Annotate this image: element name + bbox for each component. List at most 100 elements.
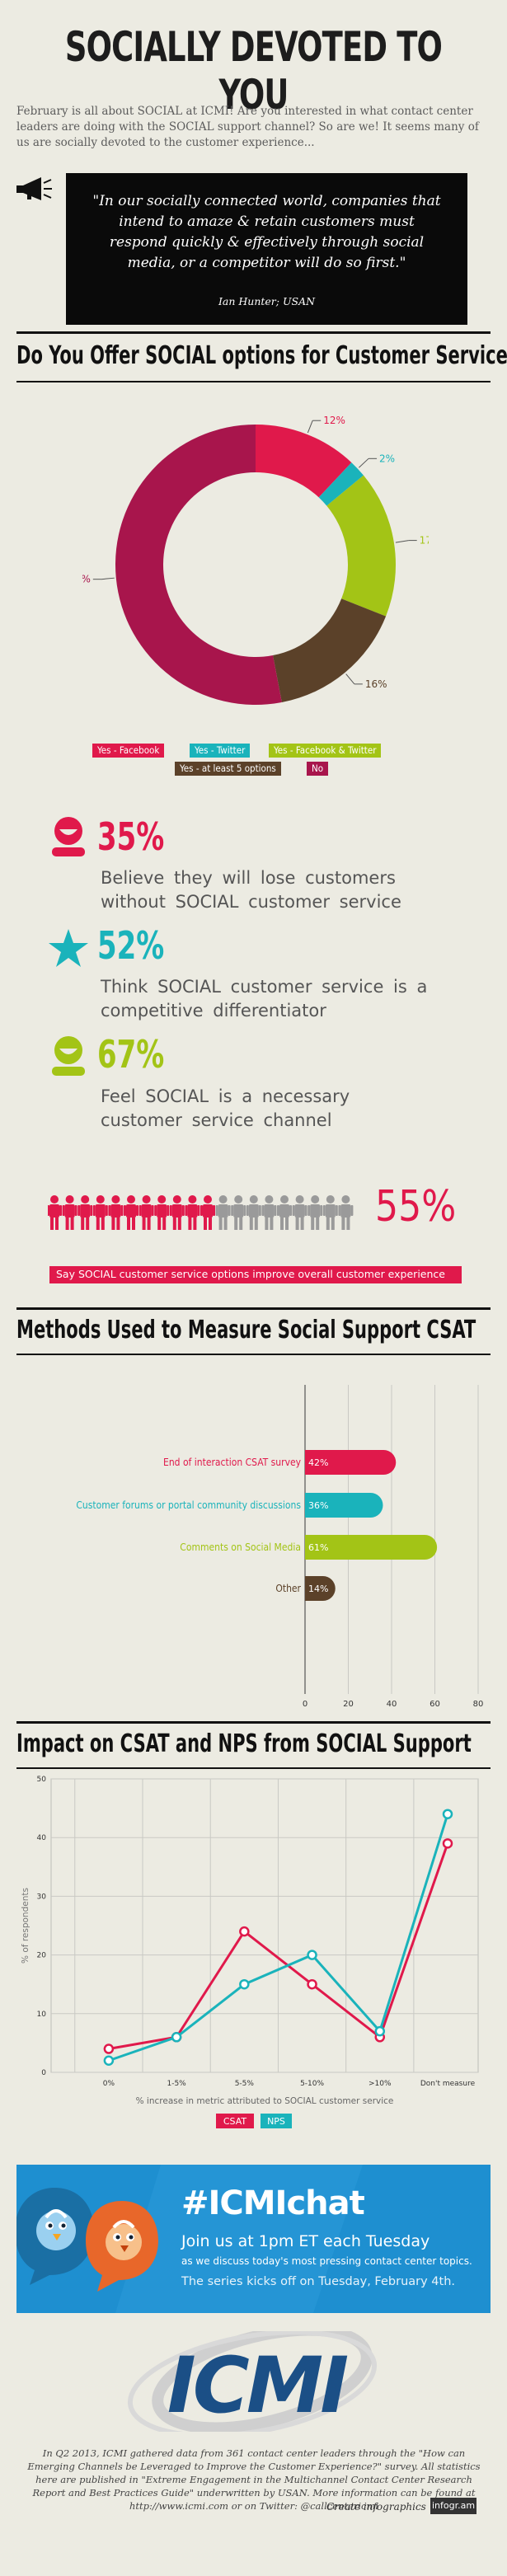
stat-67-value: 67% — [97, 1032, 165, 1077]
legend-yes-facebook-twitter: Yes - Facebook & Twitter — [269, 744, 382, 758]
line-legend-label-0: CSAT — [223, 2116, 247, 2127]
stat-52-line2: competitive differentiator — [101, 1001, 326, 1021]
line-x-tick-2: 5-5% — [235, 2080, 255, 2088]
csat-tick-label-3: 60 — [430, 1700, 440, 1706]
csat-nps-line-chart: 0 10 20 30 40 50 0% 1-5% 5-5% 5-10% >10% Don't meas… — [21, 1776, 479, 2128]
section-divider-bottom — [16, 1767, 491, 1769]
donut-slice-4 — [115, 425, 282, 705]
person-icon — [52, 1036, 85, 1076]
section-title-social-options: Do You Offer SOCIAL options for Customer… — [16, 341, 507, 370]
icmi-logo — [127, 2331, 378, 2432]
donut-leader-1 — [359, 457, 369, 468]
donut-label-1: 2% — [379, 453, 395, 464]
person-figure-6 — [138, 1195, 154, 1230]
person-figure-5 — [124, 1195, 138, 1230]
people-stat-value: 55% — [375, 1182, 457, 1232]
donut-leader-4 — [101, 577, 115, 580]
person-figure-12 — [231, 1195, 246, 1230]
person-figure-4 — [108, 1195, 124, 1230]
line-x-tick-4: >10% — [369, 2080, 392, 2088]
icmi-chat-banner[interactable]: #ICMIchat Join us at 1pm ET each Tuesday… — [16, 2165, 491, 2313]
stat-67-line1: Feel SOCIAL is a necessary — [101, 1086, 350, 1106]
footer-source-text: In Q2 2013, ICMI gathered data from 361 … — [27, 2447, 481, 2512]
person-figure-13 — [246, 1195, 261, 1230]
line-legend-swatch-0 — [216, 2114, 254, 2128]
person-figure-16 — [292, 1195, 307, 1230]
section-title-csat-nps: Impact on CSAT and NPS from SOCIAL Suppo… — [16, 1729, 472, 1758]
line-y-axis-label: % of respondents — [21, 1888, 31, 1964]
line-series-nps — [108, 1814, 449, 2062]
chat-line2: as we discuss today's most pressing cont… — [181, 2255, 472, 2267]
donut-slice-0 — [256, 425, 352, 498]
donut-leader-0 — [307, 420, 313, 434]
line-y-tick-3: 30 — [37, 1893, 47, 1901]
person-figure-14 — [261, 1195, 277, 1230]
line-point-csat-3 — [307, 1978, 317, 1990]
donut-label-4: 53% — [82, 574, 91, 585]
person-figure-10 — [200, 1195, 215, 1230]
section-title-csat-methods: Methods Used to Measure Social Support C… — [16, 1316, 476, 1344]
donut-leader-3 — [345, 673, 355, 685]
donut-label-2: 17% — [420, 535, 429, 547]
line-x-axis-label: % increase in metric attributed to SOCIA… — [136, 2096, 394, 2106]
line-x-tick-1: 1-5% — [167, 2080, 186, 2088]
csat-category-label-3: Other — [275, 1583, 301, 1594]
csat-bar-2 — [305, 1535, 438, 1560]
chat-line3: The series kicks off on Tuesday, Februar… — [181, 2275, 456, 2288]
donut-slice-2 — [326, 475, 396, 617]
person-figure-15 — [277, 1195, 292, 1230]
person-figure-8 — [169, 1195, 185, 1230]
donut-legend: Yes - Facebook Yes - Twitter Yes - Faceb… — [92, 744, 439, 781]
line-series-csat — [108, 1842, 449, 2050]
line-x-tick-0: 0% — [103, 2080, 115, 2088]
orange-bird-bubble-icon — [86, 2201, 158, 2292]
line-point-nps-5 — [442, 1809, 453, 1819]
csat-category-label-2: Comments on Social Media — [180, 1541, 301, 1553]
icmi-logo-text: ICMI — [167, 2341, 349, 2431]
person-figure-7 — [154, 1195, 170, 1230]
blue-bird-bubble-icon — [16, 2188, 94, 2285]
legend-no: No — [307, 762, 329, 776]
line-y-tick-0: 0 — [41, 2069, 46, 2077]
line-point-nps-3 — [307, 1950, 317, 1960]
person-figure-3 — [92, 1195, 108, 1230]
csat-bar-0 — [305, 1450, 397, 1475]
section-divider-top — [16, 1721, 491, 1724]
csat-bar-value-2: 61% — [308, 1542, 328, 1553]
person-figure-1 — [62, 1195, 77, 1230]
footer-credit: Create infographics — [326, 2501, 426, 2513]
quote-author: Ian Hunter; USAN — [218, 295, 316, 307]
legend-yes-twitter: Yes - Twitter — [190, 744, 251, 758]
csat-bar-1 — [305, 1493, 383, 1518]
csat-bar-value-1: 36% — [308, 1500, 328, 1511]
line-y-tick-5: 50 — [37, 1776, 47, 1784]
donut-label-3: 16% — [365, 678, 387, 690]
person-figure-2 — [77, 1195, 93, 1230]
person-figure-17 — [307, 1195, 323, 1230]
csat-tick-label-1: 20 — [343, 1700, 354, 1706]
csat-category-label-1: Customer forums or portal community disc… — [76, 1499, 301, 1511]
people-pictogram — [48, 1195, 354, 1230]
line-x-tick-3: 5-10% — [300, 2080, 324, 2088]
person-figure-18 — [322, 1195, 338, 1230]
stat-67-text: Feel SOCIAL is a necessary customer serv… — [101, 1085, 350, 1133]
donut-leader-2 — [395, 540, 409, 543]
line-y-tick-1: 10 — [37, 2011, 47, 2019]
stat-52-text: Think SOCIAL customer service is a compe… — [101, 975, 427, 1023]
infogram-badge[interactable]: infogr.am — [430, 2498, 476, 2514]
star-icon — [49, 929, 88, 967]
section-divider-bottom — [16, 1354, 491, 1355]
stat-52-value: 52% — [97, 923, 165, 968]
line-x-tick-5: Don't measure — [420, 2080, 476, 2088]
csat-tick-label-0: 0 — [303, 1700, 307, 1706]
stat-52-line1: Think SOCIAL customer service is a — [101, 977, 428, 997]
person-figure-0 — [48, 1195, 62, 1230]
line-point-csat-5 — [442, 1838, 453, 1849]
section-divider-top — [16, 331, 491, 334]
line-point-csat-0 — [103, 2043, 115, 2054]
csat-bar-chart: 0 20 40 60 80 42% End of interaction CSAT surv… — [76, 1385, 483, 1706]
donut-slice-3 — [272, 598, 387, 702]
chat-line1: Join us at 1pm ET each Tuesday — [181, 2232, 430, 2250]
legend-yes-5-options: Yes - at least 5 options — [175, 762, 281, 776]
stat-67-line2: customer service channel — [101, 1110, 332, 1130]
